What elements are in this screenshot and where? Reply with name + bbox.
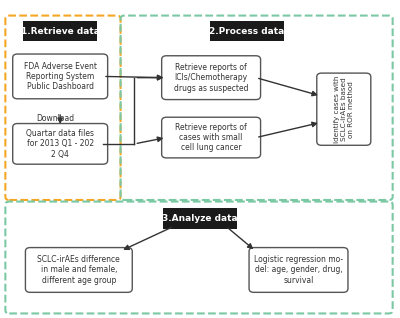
Text: 1.Retrieve data: 1.Retrieve data [21, 26, 100, 36]
Text: Retrieve reports of
ICIs/Chemotherapy
drugs as suspected: Retrieve reports of ICIs/Chemotherapy dr… [174, 63, 248, 93]
FancyBboxPatch shape [13, 123, 108, 164]
Text: 3.Analyze data: 3.Analyze data [162, 214, 238, 223]
Text: FDA Adverse Event
Reporting System
Public Dashboard: FDA Adverse Event Reporting System Publi… [24, 61, 97, 91]
Text: Retrieve reports of
cases with small
cell lung cancer: Retrieve reports of cases with small cel… [175, 123, 247, 152]
FancyBboxPatch shape [26, 248, 132, 292]
Text: 2.Process data: 2.Process data [209, 26, 284, 36]
Text: Identify cases with
SCLC-irAEs based
on ROR method: Identify cases with SCLC-irAEs based on … [334, 75, 354, 143]
Text: Logistic regression mo-
del: age, gender, drug,
survival: Logistic regression mo- del: age, gender… [254, 255, 343, 285]
Text: Download: Download [36, 114, 74, 122]
FancyBboxPatch shape [13, 54, 108, 99]
Text: SCLC-irAEs difference
in male and female,
different age group: SCLC-irAEs difference in male and female… [38, 255, 120, 285]
FancyBboxPatch shape [24, 21, 97, 41]
FancyBboxPatch shape [162, 117, 260, 158]
FancyBboxPatch shape [162, 56, 260, 100]
FancyBboxPatch shape [317, 73, 371, 145]
FancyBboxPatch shape [249, 248, 348, 292]
FancyBboxPatch shape [163, 208, 237, 229]
FancyBboxPatch shape [210, 21, 284, 41]
Text: Quartar data files
for 2013 Q1 - 202
2 Q4: Quartar data files for 2013 Q1 - 202 2 Q… [26, 129, 94, 159]
